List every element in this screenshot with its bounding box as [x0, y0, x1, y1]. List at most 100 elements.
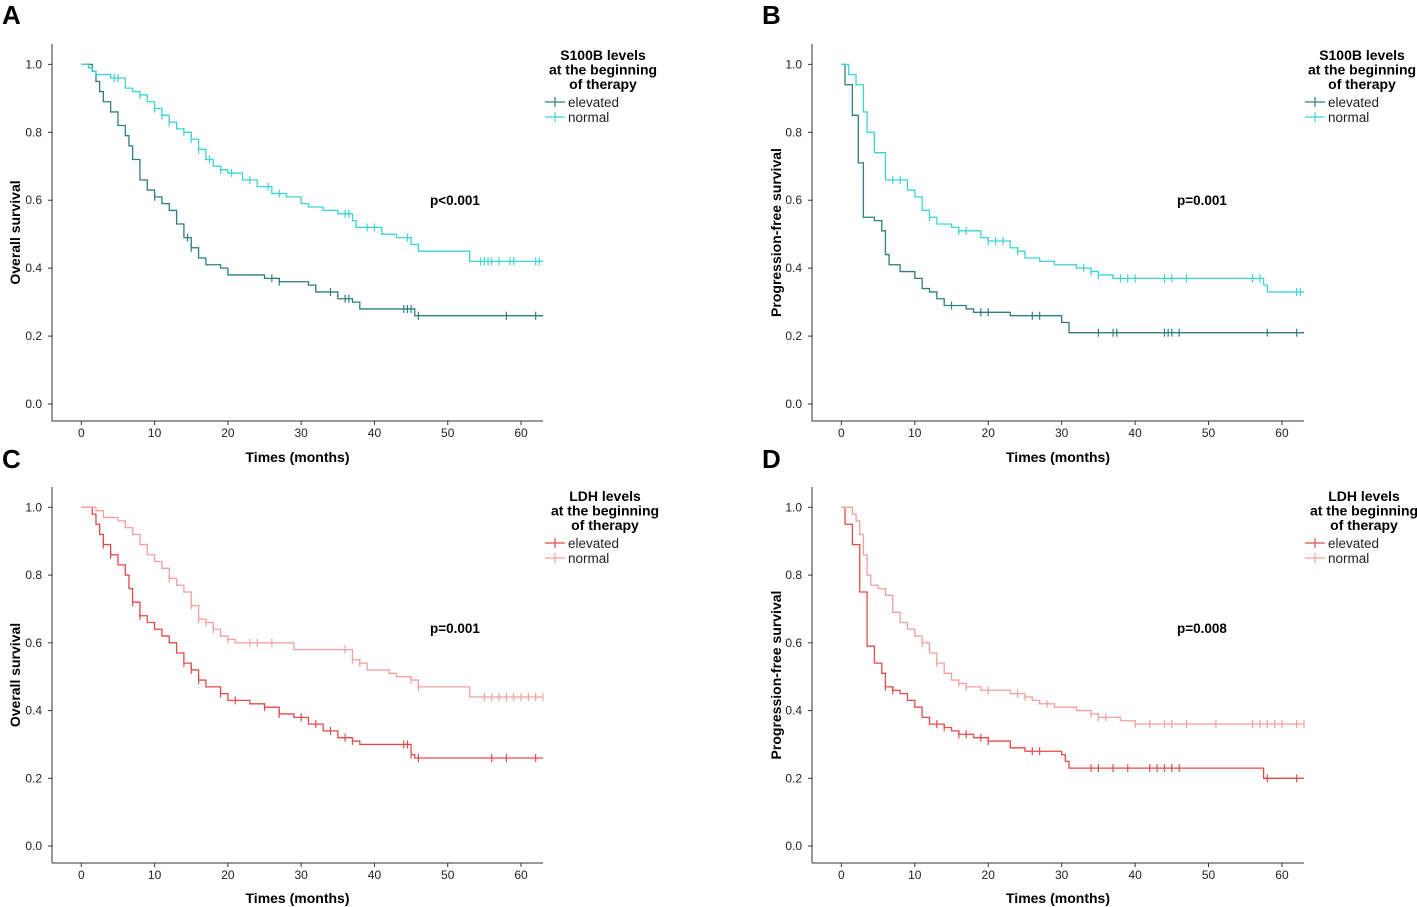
y-tick-label: 0.6: [25, 636, 42, 650]
x-axis-title: Times (months): [246, 890, 350, 906]
y-tick-label: 0.8: [25, 568, 42, 582]
y-tick-label: 0.8: [785, 125, 802, 139]
y-tick-label: 0.6: [785, 636, 802, 650]
y-tick-label: 1.0: [785, 500, 802, 514]
x-tick-label: 60: [514, 868, 528, 882]
y-tick-label: 0.6: [25, 193, 42, 207]
x-tick-label: 0: [78, 426, 85, 440]
y-tick-label: 0.0: [785, 397, 802, 411]
legend-label-elevated: elevated: [568, 95, 619, 110]
legend-title: at the beginning: [1310, 503, 1417, 519]
panel-C: C 0.0 0.2 0.4 0.6 0.8 1.0 0 10 20 30 40 50 60 Times (m…: [2, 444, 659, 906]
y-tick-label: 0.4: [25, 261, 42, 275]
y-tick-label: 0.0: [25, 839, 42, 853]
y-axis-title: Overall survival: [7, 180, 23, 284]
x-axis-title: Times (months): [1006, 890, 1110, 906]
legend-title: at the beginning: [549, 62, 657, 78]
y-tick-label: 1.0: [785, 57, 802, 71]
survival-curve-elevated: [81, 506, 543, 759]
p-value: p=0.001: [430, 621, 480, 636]
x-tick-label: 50: [1202, 426, 1216, 440]
x-axis-title: Times (months): [246, 449, 350, 465]
y-axis-title: Progression-free survival: [768, 591, 784, 760]
y-tick-label: 0.2: [785, 771, 802, 785]
y-tick-label: 0.8: [785, 568, 802, 582]
x-tick-label: 20: [982, 426, 996, 440]
x-tick-label: 10: [908, 426, 922, 440]
x-tick-label: 50: [441, 426, 455, 440]
legend-title: of therapy: [1328, 76, 1396, 92]
x-tick-label: 10: [908, 868, 922, 882]
legend-label-elevated: elevated: [1328, 95, 1379, 110]
x-tick-label: 30: [294, 868, 308, 882]
x-tick-label: 20: [221, 426, 235, 440]
panel-A: A 0.0 0.2 0.4 0.6 0.8 1.0 0 10 20 30 40 50 60 Times (m…: [2, 0, 657, 465]
y-axis-title: Overall survival: [7, 623, 23, 727]
x-tick-label: 40: [368, 426, 382, 440]
panel-D: D 0.0 0.2 0.4 0.6 0.8 1.0 0 10 20 30 40 50 60 Times (m…: [762, 444, 1417, 906]
survival-curve-normal: [841, 63, 1304, 293]
x-tick-label: 30: [294, 426, 308, 440]
x-tick-label: 40: [1128, 868, 1142, 882]
panel-letter: B: [762, 0, 781, 30]
x-tick-label: 50: [1202, 868, 1216, 882]
panel-B: B 0.0 0.2 0.4 0.6 0.8 1.0 0 10 20 30 40 50 60 Times (m…: [762, 0, 1416, 465]
y-axis-title: Progression-free survival: [768, 148, 784, 317]
y-tick-label: 0.0: [25, 397, 42, 411]
legend-label-elevated: elevated: [568, 536, 619, 551]
x-tick-label: 60: [1275, 426, 1289, 440]
x-tick-label: 0: [78, 868, 85, 882]
x-tick-label: 40: [368, 868, 382, 882]
y-tick-label: 0.2: [25, 771, 42, 785]
survival-curve-normal: [81, 63, 543, 263]
x-tick-label: 0: [838, 426, 845, 440]
legend-label-normal: normal: [1328, 551, 1369, 566]
legend-title: at the beginning: [551, 503, 659, 519]
panel-letter: D: [762, 444, 781, 474]
y-tick-label: 0.8: [25, 125, 42, 139]
legend-label-elevated: elevated: [1328, 536, 1379, 551]
p-value: p<0.001: [430, 193, 480, 208]
x-tick-label: 30: [1055, 426, 1069, 440]
legend-title: of therapy: [1330, 517, 1398, 533]
survival-curve-normal: [81, 506, 543, 698]
survival-curve-normal: [841, 506, 1304, 725]
legend-label-normal: normal: [568, 551, 609, 566]
survival-curve-elevated: [81, 63, 543, 317]
legend-title: LDH levels: [569, 488, 641, 504]
survival-curve-elevated: [841, 506, 1304, 779]
x-tick-label: 30: [1055, 868, 1069, 882]
panel-letter: A: [2, 0, 21, 30]
x-tick-label: 60: [514, 426, 528, 440]
x-tick-label: 10: [148, 426, 162, 440]
x-tick-label: 20: [982, 868, 996, 882]
x-tick-label: 60: [1275, 868, 1289, 882]
x-axis-title: Times (months): [1006, 449, 1110, 465]
legend-label-normal: normal: [1328, 110, 1369, 125]
legend-title: at the beginning: [1308, 62, 1416, 78]
x-tick-label: 10: [148, 868, 162, 882]
y-tick-label: 1.0: [25, 500, 42, 514]
legend-title: S100B levels: [560, 47, 646, 63]
legend-title: LDH levels: [1328, 488, 1400, 504]
y-tick-label: 0.4: [785, 261, 802, 275]
legend-title: of therapy: [571, 517, 639, 533]
x-tick-label: 40: [1128, 426, 1142, 440]
y-tick-label: 1.0: [25, 57, 42, 71]
panel-letter: C: [2, 444, 21, 474]
p-value: p=0.008: [1177, 621, 1227, 636]
survival-curve-elevated: [841, 63, 1304, 334]
p-value: p=0.001: [1177, 193, 1227, 208]
y-tick-label: 0.4: [785, 704, 802, 718]
x-tick-label: 0: [838, 868, 845, 882]
legend-title: of therapy: [569, 76, 637, 92]
x-tick-label: 20: [221, 868, 235, 882]
x-tick-label: 50: [441, 868, 455, 882]
y-tick-label: 0.4: [25, 704, 42, 718]
legend-label-normal: normal: [568, 110, 609, 125]
y-tick-label: 0.6: [785, 193, 802, 207]
y-tick-label: 0.2: [25, 329, 42, 343]
y-tick-label: 0.0: [785, 839, 802, 853]
legend-title: S100B levels: [1319, 47, 1405, 63]
y-tick-label: 0.2: [785, 329, 802, 343]
